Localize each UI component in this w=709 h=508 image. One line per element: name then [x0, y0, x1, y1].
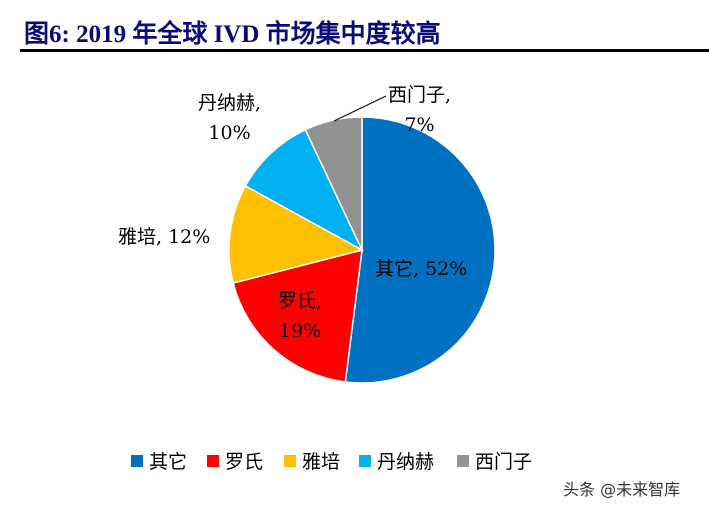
- title-underline: [20, 49, 709, 52]
- leader-line: [333, 95, 387, 122]
- data-label-4: 西门子, 7%: [388, 84, 452, 136]
- legend-swatch: [457, 454, 469, 467]
- legend-swatch: [284, 454, 296, 467]
- legend-swatch: [359, 454, 371, 467]
- legend-label: 罗氏: [225, 451, 264, 473]
- legend-item-2: 雅培: [284, 447, 340, 474]
- pie-slice-0: [344, 116, 496, 384]
- legend-swatch: [207, 454, 219, 467]
- pie-slice-2: [228, 184, 365, 284]
- watermark: 头条 @未来智库: [563, 480, 681, 499]
- legend-item-0: 其它: [131, 447, 187, 474]
- pie-slice-3: [244, 128, 364, 252]
- legend-label: 丹纳赫: [377, 451, 435, 473]
- data-label-0: 其它, 52%: [375, 258, 468, 280]
- legend-label: 西门子: [475, 451, 533, 473]
- data-label-1: 罗氏, 19%: [278, 290, 323, 342]
- chart-title: 图6: 2019 年全球 IVD 市场集中度较高: [24, 21, 441, 48]
- data-label-3: 丹纳赫, 10%: [198, 92, 262, 144]
- data-label-2: 雅培, 12%: [118, 226, 211, 248]
- legend-item-4: 西门子: [457, 447, 532, 474]
- pie-slice-4: [304, 116, 363, 251]
- legend-swatch: [131, 454, 143, 467]
- legend-label: 其它: [149, 451, 188, 473]
- pie-slice-1: [232, 248, 363, 383]
- legend-item-1: 罗氏: [207, 447, 263, 474]
- legend-label: 雅培: [302, 451, 341, 473]
- legend-item-3: 丹纳赫: [359, 447, 434, 474]
